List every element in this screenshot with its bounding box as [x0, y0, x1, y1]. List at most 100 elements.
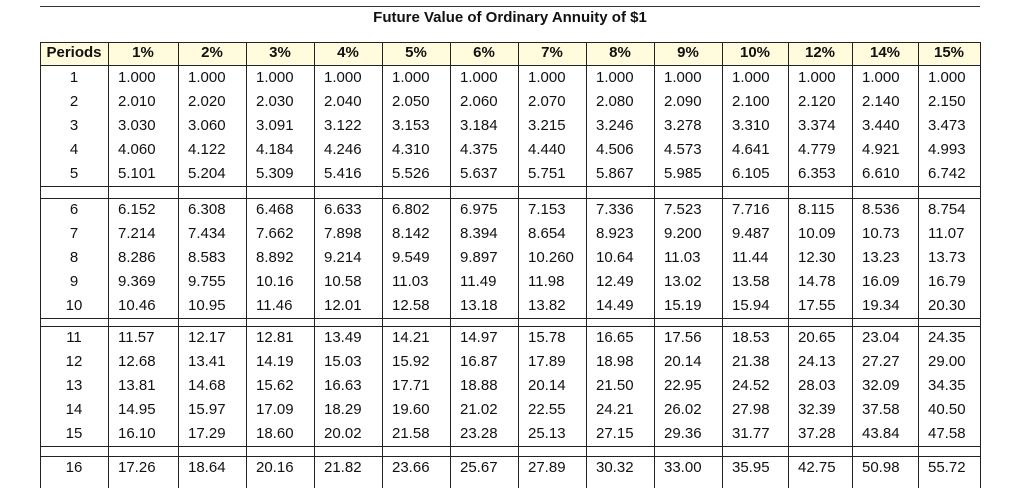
value-cell: 5.751	[528, 165, 566, 182]
value-cell: 2.150	[928, 93, 966, 110]
value-cell: 5.416	[324, 165, 362, 182]
value-cell: 18.53	[732, 329, 770, 346]
value-cell: 31.77	[732, 425, 770, 442]
value-cell: 2.070	[528, 93, 566, 110]
value-cell: 9.755	[188, 273, 226, 290]
value-cell: 19.34	[862, 297, 900, 314]
value-cell: 12.49	[596, 273, 634, 290]
value-cell: 2.140	[862, 93, 900, 110]
value-cell: 14.49	[596, 297, 634, 314]
period-cell: 3	[69, 117, 79, 134]
period-cell: 12	[65, 353, 83, 370]
value-cell: 6.353	[798, 165, 836, 182]
value-cell: 14.78	[798, 273, 836, 290]
column-header: 6%	[473, 44, 495, 61]
value-cell: 13.73	[928, 249, 966, 266]
period-cell: 5	[69, 165, 79, 182]
value-cell: 23.28	[460, 425, 498, 442]
value-cell: 15.03	[324, 353, 362, 370]
period-cell: 2	[69, 93, 79, 110]
value-cell: 3.440	[862, 117, 900, 134]
value-cell: 11.44	[732, 249, 769, 266]
period-cell: 14	[65, 401, 83, 418]
value-cell: 2.020	[188, 93, 226, 110]
value-cell: 13.02	[664, 273, 702, 290]
value-cell: 25.13	[528, 425, 566, 442]
value-cell: 9.200	[664, 225, 702, 242]
value-cell: 10.95	[188, 297, 226, 314]
value-cell: 20.30	[928, 297, 966, 314]
period-cell: 10	[65, 297, 83, 314]
value-cell: 17.26	[118, 459, 156, 476]
value-cell: 17.71	[392, 377, 430, 394]
group-border	[40, 326, 981, 327]
value-cell: 4.122	[188, 141, 226, 158]
column-border	[654, 42, 655, 488]
column-border	[178, 42, 179, 488]
column-border	[450, 42, 451, 488]
table-title: Future Value of Ordinary Annuity of $1	[373, 9, 647, 26]
value-cell: 7.716	[732, 201, 770, 218]
value-cell: 11.07	[928, 225, 965, 242]
column-header: 3%	[269, 44, 291, 61]
column-header: 7%	[541, 44, 563, 61]
group-border	[40, 456, 981, 457]
value-cell: 17.56	[664, 329, 702, 346]
value-cell: 8.536	[862, 201, 900, 218]
value-cell: 1.000	[392, 69, 430, 86]
value-cell: 20.02	[324, 425, 362, 442]
period-cell: 7	[69, 225, 79, 242]
value-cell: 3.473	[928, 117, 966, 134]
header-border	[40, 42, 981, 43]
value-cell: 12.58	[392, 297, 430, 314]
value-cell: 4.060	[118, 141, 156, 158]
value-cell: 8.654	[528, 225, 566, 242]
value-cell: 27.98	[732, 401, 770, 418]
period-cell: 8	[69, 249, 79, 266]
value-cell: 3.374	[798, 117, 836, 134]
value-cell: 21.82	[324, 459, 362, 476]
value-cell: 34.35	[928, 377, 966, 394]
value-cell: 11.46	[256, 297, 293, 314]
column-header: Periods	[46, 44, 102, 61]
value-cell: 35.95	[732, 459, 770, 476]
value-cell: 20.16	[256, 459, 294, 476]
value-cell: 1.000	[664, 69, 702, 86]
column-border	[40, 42, 41, 488]
column-border	[108, 42, 109, 488]
value-cell: 4.440	[528, 141, 566, 158]
value-cell: 8.923	[596, 225, 634, 242]
value-cell: 11.49	[460, 273, 497, 290]
value-cell: 55.72	[928, 459, 966, 476]
value-cell: 1.000	[118, 69, 156, 86]
value-cell: 2.060	[460, 93, 498, 110]
value-cell: 6.105	[732, 165, 770, 182]
value-cell: 24.52	[732, 377, 770, 394]
column-header: 15%	[933, 44, 965, 61]
value-cell: 30.32	[596, 459, 634, 476]
value-cell: 12.68	[118, 353, 156, 370]
column-header: 5%	[405, 44, 427, 61]
value-cell: 19.60	[392, 401, 430, 418]
value-cell: 24.35	[928, 329, 966, 346]
value-cell: 43.84	[862, 425, 900, 442]
value-cell: 16.65	[596, 329, 634, 346]
value-cell: 6.468	[256, 201, 294, 218]
value-cell: 2.040	[324, 93, 362, 110]
value-cell: 13.82	[528, 297, 566, 314]
group-border	[40, 186, 981, 187]
period-cell: 4	[69, 141, 79, 158]
value-cell: 11.03	[392, 273, 429, 290]
value-cell: 40.50	[928, 401, 966, 418]
value-cell: 4.375	[460, 141, 498, 158]
value-cell: 16.63	[324, 377, 362, 394]
value-cell: 42.75	[798, 459, 836, 476]
top-rule	[40, 6, 980, 7]
group-border	[40, 198, 981, 199]
period-cell: 15	[65, 425, 83, 442]
value-cell: 11.57	[118, 329, 155, 346]
value-cell: 3.030	[118, 117, 156, 134]
value-cell: 10.16	[256, 273, 294, 290]
value-cell: 47.58	[928, 425, 966, 442]
value-cell: 15.19	[664, 297, 702, 314]
